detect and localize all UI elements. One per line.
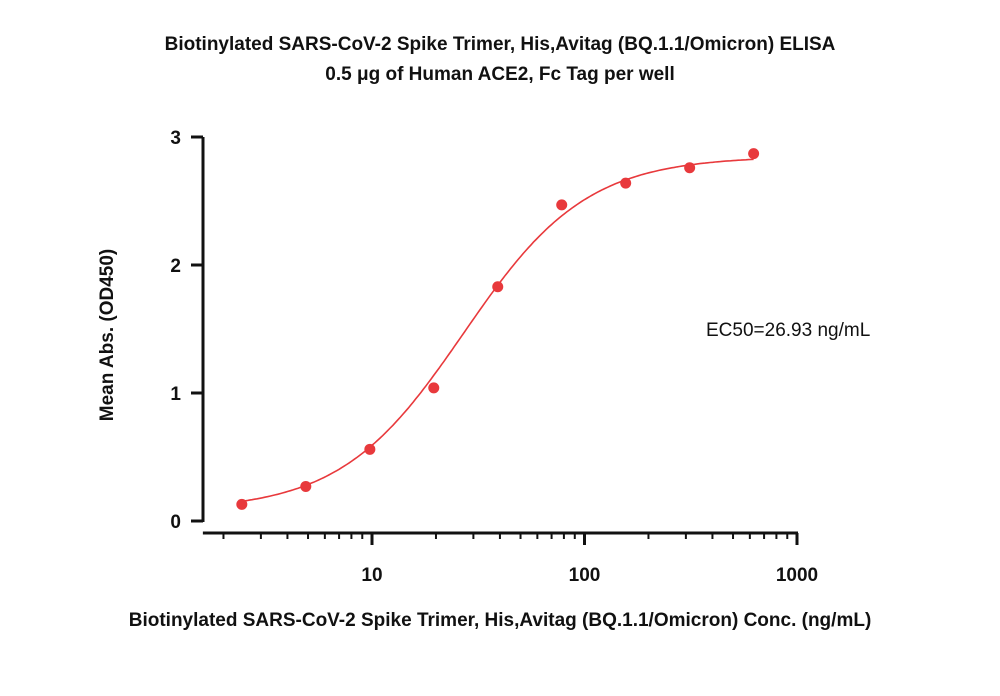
y-tick-label: 2 xyxy=(170,256,181,277)
y-axis-label: Mean Abs. (OD450) xyxy=(97,249,118,421)
data-point xyxy=(492,281,504,293)
chart-title: Biotinylated SARS-CoV-2 Spike Trimer, Hi… xyxy=(164,34,836,55)
x-tick-label: 100 xyxy=(569,565,601,586)
data-point xyxy=(236,498,248,510)
y-tick-label: 1 xyxy=(170,384,181,405)
data-point xyxy=(748,148,760,160)
x-tick-label: 1000 xyxy=(776,565,818,586)
chart-subtitle: 0.5 μg of Human ACE2, Fc Tag per well xyxy=(325,64,675,85)
y-tick-label: 3 xyxy=(170,128,181,149)
data-point xyxy=(428,382,440,394)
data-point xyxy=(364,443,376,455)
x-axis-label: Biotinylated SARS-CoV-2 Spike Trimer, Hi… xyxy=(129,610,872,631)
data-point xyxy=(684,162,696,174)
y-tick-label: 0 xyxy=(170,512,181,533)
x-tick-label: 10 xyxy=(361,565,382,586)
fit-curve xyxy=(241,158,754,503)
ec50-annotation: EC50=26.93 ng/mL xyxy=(706,320,870,341)
data-point xyxy=(620,177,632,189)
data-point xyxy=(300,480,312,492)
data-point xyxy=(556,199,568,211)
